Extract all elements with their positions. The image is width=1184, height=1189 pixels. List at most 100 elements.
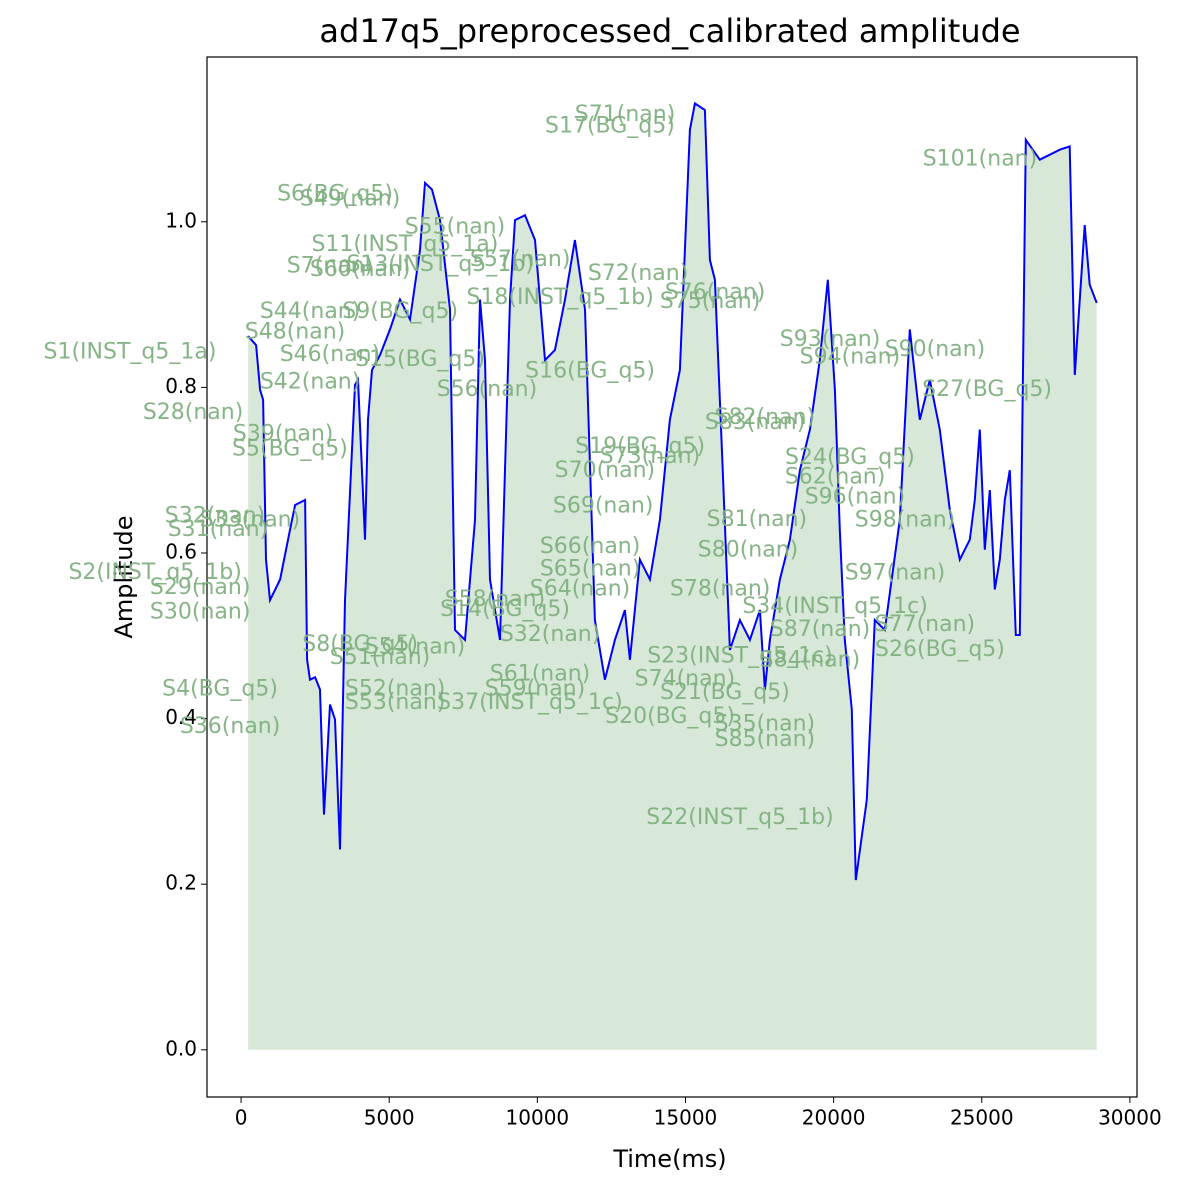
annotation: S56(nan) — [437, 377, 538, 402]
x-tick-label: 15000 — [654, 1106, 718, 1130]
x-tick-label: 20000 — [802, 1106, 866, 1130]
y-tick-label: 0.2 — [165, 871, 197, 895]
y-tick-label: 0.4 — [165, 705, 197, 729]
annotation: S22(INST_q5_1b) — [646, 805, 833, 830]
annotation: S101(nan) — [923, 147, 1038, 172]
y-tick-label: 0.8 — [165, 374, 197, 398]
annotation: S2(INST_q5_1b) — [68, 560, 241, 585]
x-tick-label: 5000 — [364, 1106, 415, 1130]
annotation: S58(nan) — [445, 587, 546, 612]
annotation: S74(nan) — [635, 667, 736, 692]
annotation: S62(nan) — [785, 465, 886, 490]
annotation: S31(nan) — [168, 517, 269, 542]
annotation: S94(nan) — [800, 345, 901, 370]
area — [248, 103, 1097, 1050]
annotation: S81(nan) — [707, 507, 808, 532]
annotation: S76(nan) — [665, 280, 766, 305]
annotation: S28(nan) — [143, 400, 244, 425]
annotation: S66(nan) — [540, 534, 641, 559]
annotation: S16(BG_q5) — [525, 359, 655, 384]
annotation: S33(nan) — [200, 508, 301, 533]
annotation: S48(nan) — [245, 320, 346, 345]
annotation: S18(INST_q5_1b) — [466, 285, 653, 310]
annotation: S8(BG_q5) — [302, 632, 418, 657]
y-tick-label: 0.0 — [165, 1036, 197, 1060]
annotation: S93(nan) — [780, 327, 881, 352]
annotation: S52(nan) — [345, 677, 446, 702]
annotation: S24(BG_q5) — [785, 445, 915, 470]
annotation: S64(nan) — [530, 576, 631, 601]
annotation: S69(nan) — [553, 494, 654, 519]
annotation: S1(INST_q5_1a) — [44, 340, 217, 365]
annotation: S21(BG_q5) — [660, 680, 790, 705]
annotation: S98(nan) — [855, 508, 956, 533]
annotation: S83(nan) — [705, 410, 806, 435]
annotation: S57(nan) — [470, 247, 571, 272]
annotation: S35(nan) — [715, 711, 816, 736]
annotation: S78(nan) — [670, 576, 771, 601]
annotation: S4(BG_q5) — [162, 677, 278, 702]
x-tick-label: 25000 — [950, 1106, 1014, 1130]
annotation: S36(nan) — [180, 714, 281, 739]
annotation: S34(INST_q5_1c) — [742, 594, 928, 619]
annotation: S84(nan) — [760, 648, 861, 673]
annotation: S15(BG_q5) — [355, 347, 485, 372]
y-tick-label: 0.6 — [165, 539, 197, 563]
x-axis-label: Time(ms) — [612, 1145, 726, 1173]
annotation: S27(BG_q5) — [922, 377, 1052, 402]
annotation: S54(nan) — [365, 634, 466, 659]
annotation: S29(nan) — [150, 575, 251, 600]
annotation: S80(nan) — [698, 538, 799, 563]
annotation: S23(INST_q5_1c) — [647, 643, 833, 668]
annotation: S26(BG_q5) — [875, 637, 1005, 662]
annotation: S20(BG_q5) — [605, 704, 735, 729]
chart-title: ad17q5_preprocessed_calibrated amplitude — [319, 12, 1020, 50]
annotation: S14(BG_q5) — [440, 597, 570, 622]
x-tick-label: 0 — [235, 1106, 248, 1130]
annotation: S32(nan) — [500, 622, 601, 647]
annotation: S11(INST_q5_1a) — [311, 232, 498, 257]
annotation: S55(nan) — [405, 215, 506, 240]
annotation: S7(nan) — [287, 253, 374, 278]
axes-frame — [206, 56, 1138, 1098]
line — [247, 101, 1098, 881]
annotation: S59(nan) — [485, 677, 586, 702]
annotation: S87(nan) — [770, 617, 871, 642]
y-axis-label: Amplitude — [110, 516, 138, 639]
annotation: S49(nan) — [300, 186, 401, 211]
annotation: S17(BG_q5) — [545, 114, 675, 139]
y-tick-label: 1.0 — [165, 208, 197, 232]
annotation: S73(nan) — [600, 444, 701, 469]
annotation: S97(nan) — [845, 561, 946, 586]
annotation: S82(nan) — [715, 405, 816, 430]
annotation: S42(nan) — [260, 369, 361, 394]
annotation: S46(nan) — [280, 342, 381, 367]
annotation: S30(nan) — [150, 600, 251, 625]
annotation: S53(nan) — [345, 690, 446, 715]
annotation: S39(nan) — [233, 422, 334, 447]
annotation: S6(BG_q5) — [277, 181, 393, 206]
annotation: S65(nan) — [540, 557, 641, 582]
annotation: S96(nan) — [805, 485, 906, 510]
annotation: S61(nan) — [490, 662, 591, 687]
annotation: S44(nan) — [260, 299, 361, 324]
annotation: S32(nan) — [165, 504, 266, 529]
annotation: S60(nan) — [310, 257, 411, 282]
annotation: S77(nan) — [875, 612, 976, 637]
annotation: S90(nan) — [885, 337, 986, 362]
plot-area — [247, 101, 1098, 1050]
annotation: S51(nan) — [330, 645, 431, 670]
annotation: S37(INST_q5_1c) — [437, 690, 623, 715]
x-tick-label: 10000 — [506, 1106, 570, 1130]
annotation: S85(nan) — [715, 727, 816, 752]
annotation: S70(nan) — [555, 458, 656, 483]
annotation: S71(nan) — [575, 102, 676, 127]
annotation: S9(BG_q5) — [342, 299, 458, 324]
annotation: S13(INST_q5_1b) — [346, 252, 533, 277]
annotation: S5(BG_q5) — [232, 436, 348, 461]
annotation: S19(BG_q5) — [575, 434, 705, 459]
annotation: S72(nan) — [588, 261, 689, 286]
x-tick-label: 30000 — [1098, 1106, 1162, 1130]
annotation: S75(nan) — [660, 289, 761, 314]
